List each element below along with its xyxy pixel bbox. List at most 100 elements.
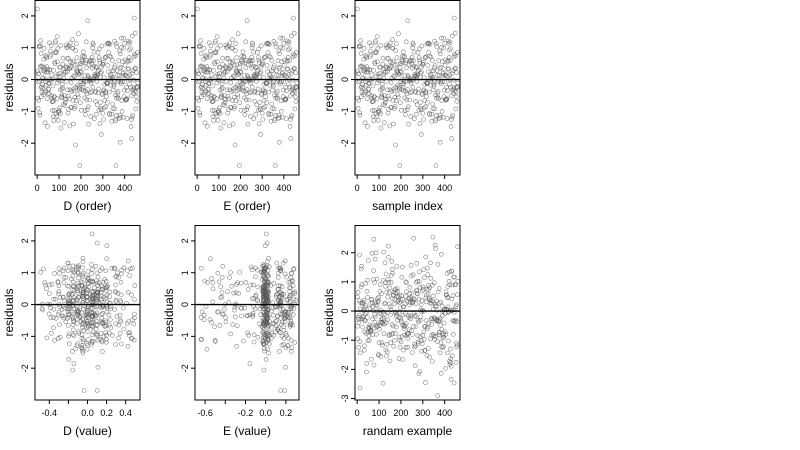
- data-point: [195, 6, 200, 12]
- data-point: [79, 332, 85, 338]
- data-point: [126, 66, 131, 72]
- data-point: [59, 92, 65, 98]
- data-point: [210, 108, 215, 113]
- data-point: [438, 299, 444, 305]
- data-point: [392, 74, 397, 79]
- data-point: [104, 293, 110, 299]
- data-point: [197, 110, 203, 116]
- data-point: [202, 120, 208, 126]
- data-point: [253, 274, 258, 280]
- data-point: [54, 96, 60, 101]
- data-point: [70, 332, 76, 337]
- data-point: [255, 334, 261, 340]
- data-point: [104, 243, 110, 248]
- data-point: [374, 113, 380, 119]
- data-point: [414, 260, 420, 266]
- data-point: [104, 285, 109, 290]
- data-point: [392, 104, 398, 109]
- data-point: [357, 110, 363, 116]
- data-point: [378, 43, 384, 48]
- data-point: [267, 72, 272, 77]
- data-point: [279, 311, 285, 317]
- data-point: [398, 317, 404, 323]
- data-point: [66, 311, 72, 317]
- data-point: [216, 74, 222, 79]
- data-point: [386, 301, 392, 307]
- data-point: [371, 98, 376, 104]
- data-point: [406, 121, 411, 127]
- data-point: [451, 332, 456, 337]
- data-point: [133, 65, 138, 71]
- data-point: [105, 80, 110, 86]
- data-point: [102, 55, 108, 60]
- data-point: [391, 73, 397, 79]
- data-point: [395, 318, 400, 323]
- x-tick-label: 0.0: [259, 408, 272, 418]
- data-point: [277, 115, 283, 120]
- data-point: [74, 41, 79, 46]
- data-point: [112, 38, 117, 44]
- data-point: [198, 51, 204, 56]
- data-point: [450, 282, 455, 288]
- data-point: [75, 296, 80, 302]
- data-point: [94, 73, 100, 79]
- data-point: [213, 111, 218, 116]
- data-point: [100, 349, 105, 354]
- data-point: [94, 112, 99, 117]
- data-point: [89, 324, 95, 329]
- data-point: [444, 88, 450, 94]
- data-point: [359, 263, 364, 269]
- data-point: [448, 46, 453, 51]
- data-point: [388, 273, 394, 278]
- data-point: [355, 106, 361, 111]
- data-point: [217, 87, 223, 93]
- data-point: [52, 38, 58, 44]
- data-point: [395, 298, 401, 303]
- data-point: [68, 64, 73, 69]
- data-point: [357, 385, 363, 391]
- data-point: [453, 302, 459, 308]
- data-point: [267, 82, 273, 88]
- data-point: [41, 266, 46, 272]
- data-point: [287, 322, 293, 327]
- data-point: [235, 280, 240, 286]
- data-point: [251, 332, 257, 338]
- data-point: [197, 112, 203, 118]
- data-point: [413, 324, 419, 329]
- data-point: [290, 290, 296, 296]
- data-point: [51, 315, 56, 320]
- data-point: [359, 64, 365, 69]
- data-point: [103, 279, 109, 284]
- data-point: [131, 91, 136, 96]
- x-tick-label: 200: [73, 183, 88, 193]
- data-point: [447, 39, 453, 45]
- data-point: [218, 125, 224, 131]
- data-point: [238, 280, 244, 286]
- data-point: [430, 87, 436, 93]
- data-point: [107, 294, 112, 299]
- y-tick-label: -1: [340, 107, 350, 115]
- data-point: [438, 323, 443, 328]
- data-point: [265, 314, 271, 320]
- data-point: [225, 56, 231, 61]
- data-point: [408, 316, 413, 322]
- data-point: [125, 321, 130, 326]
- data-point: [433, 333, 439, 339]
- data-point: [90, 42, 96, 48]
- y-tick-label: 2: [20, 238, 30, 243]
- data-point: [368, 43, 374, 49]
- data-point: [130, 265, 135, 271]
- data-point: [74, 298, 80, 303]
- data-point: [403, 279, 409, 285]
- data-point: [361, 46, 367, 51]
- data-point: [244, 87, 250, 92]
- data-point: [252, 306, 258, 312]
- data-point: [266, 330, 271, 335]
- data-point: [405, 87, 410, 92]
- data-point: [379, 92, 385, 98]
- data-point: [46, 282, 52, 288]
- data-point: [358, 284, 364, 290]
- data-point: [288, 349, 294, 354]
- data-point: [284, 88, 289, 94]
- data-point: [121, 45, 127, 51]
